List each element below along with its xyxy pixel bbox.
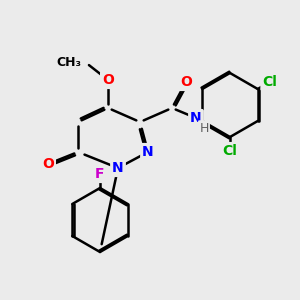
Text: Cl: Cl <box>262 75 277 89</box>
Text: N: N <box>112 161 124 175</box>
Text: CH₃: CH₃ <box>56 56 81 68</box>
Text: Cl: Cl <box>223 144 237 158</box>
Text: N: N <box>190 111 202 125</box>
Text: O: O <box>180 75 192 89</box>
Text: F: F <box>95 167 105 181</box>
Text: O: O <box>42 157 54 171</box>
Text: H: H <box>199 122 209 134</box>
Text: O: O <box>102 73 114 87</box>
Text: N: N <box>142 145 154 159</box>
